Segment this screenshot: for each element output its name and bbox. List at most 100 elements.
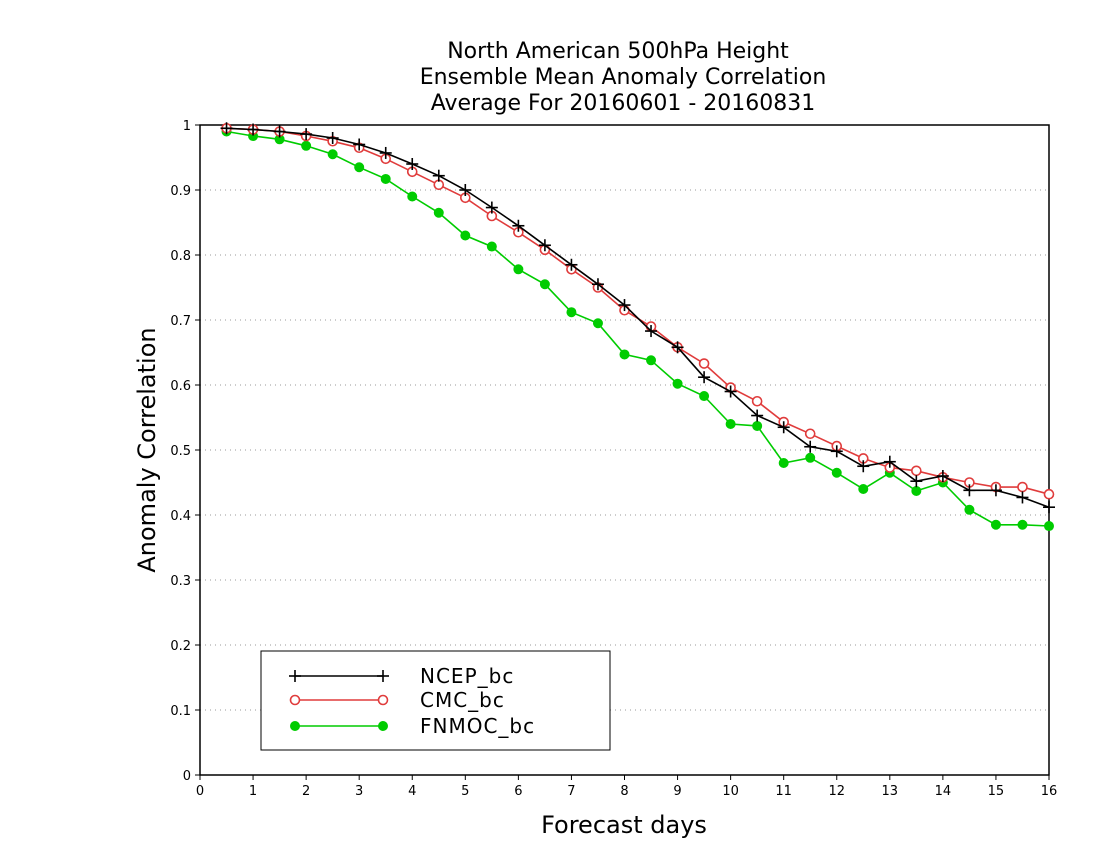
x-tick-label: 14 bbox=[935, 784, 952, 799]
data-point-fnmoc-bc bbox=[911, 485, 922, 496]
data-point-fnmoc-bc bbox=[486, 241, 497, 252]
x-axis-title: Forecast days bbox=[541, 811, 707, 839]
data-point-fnmoc-bc bbox=[1044, 521, 1054, 532]
data-point-cmc-bc bbox=[1017, 481, 1028, 493]
data-point-fnmoc-bc bbox=[964, 504, 975, 515]
legend-marker bbox=[290, 721, 300, 731]
data-point-ncep-bc bbox=[220, 122, 233, 135]
data-point-fnmoc-bc bbox=[433, 207, 444, 218]
y-tick-label: 0.3 bbox=[170, 574, 191, 589]
y-tick-label: 0.1 bbox=[170, 704, 191, 719]
series-line-cmc-bc bbox=[226, 127, 1050, 495]
legend-entry-ncep-bc: NCEP_bc bbox=[289, 664, 514, 688]
x-tick-label: 1 bbox=[249, 784, 257, 799]
y-tick-label: 0.4 bbox=[170, 509, 191, 524]
data-point-fnmoc-bc bbox=[1017, 519, 1028, 530]
data-point-fnmoc-bc bbox=[513, 264, 524, 275]
data-point-fnmoc-bc bbox=[831, 467, 842, 478]
x-tick-label: 16 bbox=[1041, 784, 1058, 799]
data-point-ncep-bc bbox=[910, 475, 923, 488]
data-point-ncep-bc bbox=[591, 278, 604, 291]
data-point-fnmoc-bc bbox=[539, 279, 550, 290]
data-point-fnmoc-bc bbox=[592, 318, 603, 329]
data-point-fnmoc-bc bbox=[301, 140, 312, 151]
data-point-ncep-bc bbox=[883, 455, 896, 468]
y-tick-label: 0.8 bbox=[170, 249, 191, 264]
legend-marker bbox=[377, 670, 389, 682]
data-point-ncep-bc bbox=[830, 445, 843, 458]
x-tick-label: 0 bbox=[196, 784, 204, 799]
data-point-fnmoc-bc bbox=[407, 191, 418, 202]
y-tick-label: 1 bbox=[183, 119, 191, 134]
legend-marker bbox=[377, 694, 389, 706]
data-point-fnmoc-bc bbox=[646, 355, 657, 366]
x-tick-label: 3 bbox=[355, 784, 363, 799]
data-point-fnmoc-bc bbox=[725, 419, 736, 429]
data-point-ncep-bc bbox=[963, 484, 976, 497]
x-tick-label: 13 bbox=[882, 784, 899, 799]
x-tick-label: 5 bbox=[461, 784, 469, 799]
legend-entry-fnmoc-bc: FNMOC_bc bbox=[290, 714, 535, 738]
y-tick-label: 0.2 bbox=[170, 639, 191, 654]
data-point-ncep-bc bbox=[326, 132, 339, 144]
y-tick-label: 0.9 bbox=[170, 184, 191, 199]
data-point-ncep-bc bbox=[618, 299, 631, 312]
x-tick-label: 12 bbox=[828, 784, 845, 799]
data-point-fnmoc-bc bbox=[566, 307, 577, 318]
y-tick-label: 0.5 bbox=[170, 444, 191, 459]
data-point-ncep-bc bbox=[406, 158, 419, 170]
x-tick-label: 6 bbox=[514, 784, 522, 799]
legend-label-cmc-bc: CMC_bc bbox=[420, 688, 505, 712]
data-point-ncep-bc bbox=[432, 169, 445, 182]
x-tick-label: 9 bbox=[673, 784, 681, 799]
chart-title-line-2: Ensemble Mean Anomaly Correlation bbox=[420, 65, 827, 90]
data-point-fnmoc-bc bbox=[858, 484, 869, 494]
legend-label-fnmoc-bc: FNMOC_bc bbox=[420, 714, 535, 738]
y-tick-label: 0.7 bbox=[170, 314, 191, 329]
data-point-cmc-bc bbox=[1043, 488, 1055, 500]
data-point-ncep-bc bbox=[777, 421, 790, 434]
chart-title-line-1: North American 500hPa Height bbox=[447, 39, 789, 64]
data-point-ncep-bc bbox=[724, 385, 737, 398]
data-point-ncep-bc bbox=[1043, 501, 1055, 514]
data-point-ncep-bc bbox=[300, 128, 313, 141]
data-point-ncep-bc bbox=[379, 146, 392, 159]
data-series bbox=[220, 122, 1055, 532]
data-point-ncep-bc bbox=[857, 460, 870, 473]
legend-marker bbox=[378, 721, 388, 731]
series-cmc-bc bbox=[221, 122, 1055, 500]
data-point-ncep-bc bbox=[751, 409, 764, 422]
data-point-cmc-bc bbox=[804, 428, 816, 440]
legend-marker bbox=[289, 670, 301, 682]
data-point-ncep-bc bbox=[804, 440, 817, 453]
data-point-ncep-bc bbox=[1016, 491, 1029, 504]
data-point-ncep-bc bbox=[353, 138, 366, 151]
data-point-ncep-bc bbox=[273, 125, 286, 138]
data-point-fnmoc-bc bbox=[354, 162, 365, 173]
grid-lines bbox=[200, 189, 1049, 711]
series-line-fnmoc-bc bbox=[226, 130, 1050, 527]
x-tick-label: 11 bbox=[775, 784, 792, 799]
data-point-fnmoc-bc bbox=[752, 420, 763, 431]
data-point-fnmoc-bc bbox=[778, 458, 789, 468]
data-point-fnmoc-bc bbox=[699, 391, 710, 402]
legend-label-ncep-bc: NCEP_bc bbox=[420, 664, 514, 688]
x-tick-label: 7 bbox=[567, 784, 575, 799]
x-tick-label: 4 bbox=[408, 784, 416, 799]
data-point-ncep-bc bbox=[485, 201, 498, 214]
series-ncep-bc bbox=[220, 122, 1055, 514]
legend-marker bbox=[289, 694, 301, 706]
axis-ticks: 00.10.20.30.40.50.60.70.80.910 1 2 3 4 5 6 7 8 9 1… bbox=[170, 119, 1057, 799]
data-point-ncep-bc bbox=[565, 258, 578, 271]
data-point-fnmoc-bc bbox=[805, 452, 816, 463]
series-fnmoc-bc bbox=[221, 126, 1054, 532]
data-point-ncep-bc bbox=[989, 484, 1002, 497]
data-point-ncep-bc bbox=[645, 325, 658, 338]
data-point-ncep-bc bbox=[247, 123, 260, 136]
data-point-ncep-bc bbox=[538, 239, 551, 252]
x-tick-label: 8 bbox=[620, 784, 628, 799]
series-line-ncep-bc bbox=[226, 127, 1050, 508]
